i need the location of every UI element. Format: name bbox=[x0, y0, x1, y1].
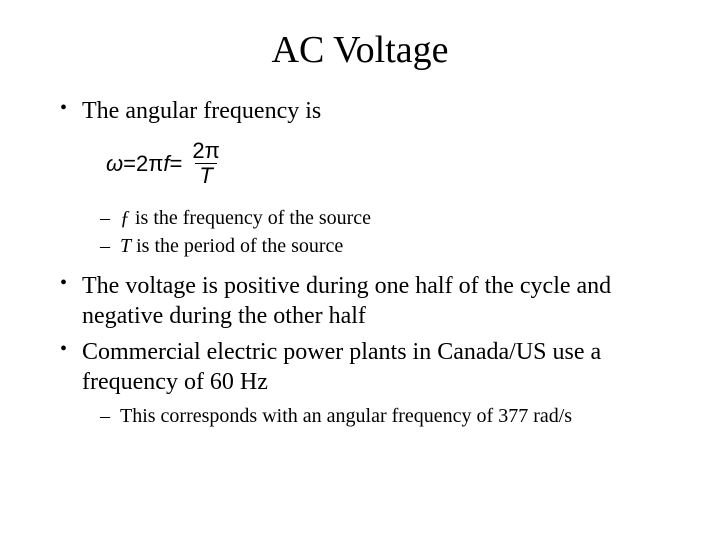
sub-list-a: ƒ is the frequency of the source T is th… bbox=[60, 205, 684, 259]
sub-wrapper-b: This corresponds with an angular frequen… bbox=[60, 403, 684, 429]
symbol-equals-1: = bbox=[123, 151, 136, 177]
symbol-omega: ω bbox=[106, 151, 123, 177]
fraction: 2π T bbox=[188, 140, 223, 187]
bullet-1: The angular frequency is bbox=[60, 96, 684, 126]
slide-title: AC Voltage bbox=[36, 28, 684, 72]
sub-a1: ƒ is the frequency of the source bbox=[100, 205, 684, 231]
formula-block: ω = 2π f = 2π T bbox=[36, 140, 684, 187]
angular-frequency-formula: ω = 2π f = 2π T bbox=[106, 140, 224, 187]
sub-a2-var: T bbox=[120, 235, 131, 257]
bullet-3: Commercial electric power plants in Cana… bbox=[60, 337, 684, 397]
symbol-2pi: 2π bbox=[136, 151, 163, 177]
sub-wrapper-a: ƒ is the frequency of the source T is th… bbox=[60, 205, 684, 259]
bullet-2: The voltage is positive during one half … bbox=[60, 271, 684, 331]
bullet-list-cont1: ƒ is the frequency of the source T is th… bbox=[36, 205, 684, 259]
sub-a2: T is the period of the source bbox=[100, 233, 684, 259]
symbol-equals-2: = bbox=[170, 151, 183, 177]
bullet-list-cont2: The voltage is positive during one half … bbox=[36, 271, 684, 429]
sub-a1-var: ƒ bbox=[120, 207, 130, 229]
sub-a2-text: is the period of the source bbox=[131, 235, 343, 257]
slide: AC Voltage The angular frequency is ω = … bbox=[0, 0, 720, 540]
fraction-numerator: 2π bbox=[188, 140, 223, 163]
bullet-list: The angular frequency is bbox=[36, 96, 684, 126]
sub-list-b: This corresponds with an angular frequen… bbox=[60, 403, 684, 429]
sub-b1: This corresponds with an angular frequen… bbox=[100, 403, 684, 429]
sub-a1-text: is the frequency of the source bbox=[130, 207, 371, 229]
fraction-denominator: T bbox=[195, 163, 216, 187]
